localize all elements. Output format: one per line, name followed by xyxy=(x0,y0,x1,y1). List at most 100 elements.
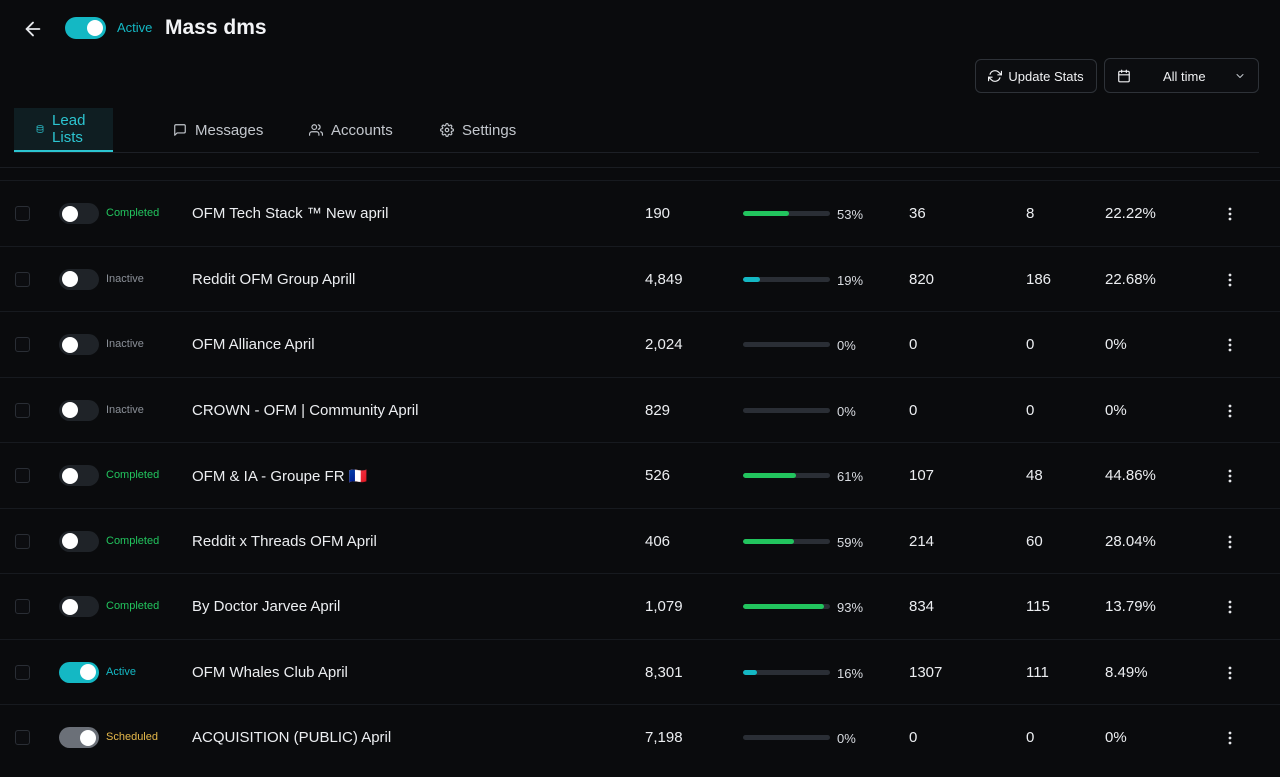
tab-messages[interactable]: Messages xyxy=(173,108,263,152)
row-checkbox[interactable] xyxy=(15,730,30,745)
refresh-icon xyxy=(988,70,1003,82)
row-leads-count: 8,301 xyxy=(645,663,683,681)
campaign-active-toggle[interactable] xyxy=(65,17,106,39)
row-status-toggle[interactable] xyxy=(59,596,99,617)
row-status-toggle[interactable] xyxy=(59,727,99,748)
row-sent-count: 0 xyxy=(909,336,918,353)
toggle-knob xyxy=(62,402,78,418)
row-sent-count: 820 xyxy=(909,270,935,288)
date-range-select[interactable]: All time xyxy=(1104,58,1259,93)
row-progress-label: 0% xyxy=(837,338,856,353)
table-row[interactable]: Scheduled ACQUISITION (PUBLIC) April 7,198… xyxy=(0,704,1280,770)
row-more-button[interactable] xyxy=(1220,465,1240,487)
row-progress-label: 53% xyxy=(837,207,864,222)
row-more-button[interactable] xyxy=(1220,203,1240,225)
row-replies-count: 0 xyxy=(1026,401,1035,419)
row-checkbox[interactable] xyxy=(15,599,30,614)
row-progress-label: 59% xyxy=(837,534,864,550)
row-progress-bar xyxy=(743,342,830,347)
tabs-divider xyxy=(14,152,1259,153)
tab-lead-lists[interactable]: Lead Lists xyxy=(14,108,114,152)
progress-fill xyxy=(743,669,757,675)
row-list-name: OFM & IA - Groupe FR 🇫🇷 xyxy=(192,468,368,485)
tab-label: Settings xyxy=(462,121,517,139)
row-status-toggle[interactable] xyxy=(59,334,99,355)
row-leads-count: 526 xyxy=(645,467,671,484)
row-status-toggle[interactable] xyxy=(59,399,99,421)
toggle-knob xyxy=(62,533,78,549)
row-more-button[interactable] xyxy=(1220,400,1240,422)
row-checkbox[interactable] xyxy=(15,468,30,483)
row-replies-count: 8 xyxy=(1026,205,1035,222)
row-checkbox[interactable] xyxy=(15,271,30,287)
table-row[interactable]: Completed OFM Tech Stack ™ New april 190 53… xyxy=(0,180,1280,246)
update-stats-button[interactable]: Update Stats xyxy=(975,59,1097,93)
more-vertical-icon xyxy=(1228,404,1232,417)
tab-label: Accounts xyxy=(331,121,393,139)
row-checkbox[interactable] xyxy=(15,533,30,549)
row-more-button[interactable] xyxy=(1220,596,1240,618)
row-status-label: Inactive xyxy=(106,403,144,416)
row-status-toggle[interactable] xyxy=(59,530,99,552)
row-status-toggle[interactable] xyxy=(59,268,99,290)
row-replies-count: 0 xyxy=(1026,336,1035,353)
row-progress-label: 0% xyxy=(837,403,856,419)
more-vertical-icon xyxy=(1228,469,1232,483)
table-row[interactable]: Inactive CROWN - OFM | Community April 829… xyxy=(0,376,1280,443)
toggle-knob xyxy=(62,467,78,484)
row-status-toggle[interactable] xyxy=(59,465,99,486)
progress-fill xyxy=(743,473,797,478)
row-more-button[interactable] xyxy=(1220,531,1240,553)
row-leads-count: 2,024 xyxy=(645,336,683,353)
update-stats-label: Update Stats xyxy=(1008,68,1084,84)
row-status-label: Inactive xyxy=(106,272,144,285)
row-status-toggle[interactable] xyxy=(59,203,99,224)
row-sent-count: 1307 xyxy=(909,663,943,681)
row-reply-rate: 0% xyxy=(1105,729,1127,746)
row-reply-rate: 0% xyxy=(1105,336,1127,353)
campaign-status-label: Active xyxy=(117,20,153,35)
row-list-name: Reddit OFM Group Aprill xyxy=(192,270,356,288)
message-icon xyxy=(174,124,186,136)
row-status-label: Scheduled xyxy=(106,731,158,743)
row-checkbox[interactable] xyxy=(15,402,30,418)
back-button[interactable] xyxy=(22,18,44,40)
row-more-button[interactable] xyxy=(1220,269,1240,291)
row-sent-count: 0 xyxy=(909,401,918,419)
table-row[interactable]: Inactive OFM Alliance April 2,024 0% 0 0 0% xyxy=(0,311,1280,377)
row-checkbox[interactable] xyxy=(15,337,30,352)
calendar-icon xyxy=(1118,69,1130,83)
row-leads-count: 7,198 xyxy=(645,729,683,746)
toggle-knob xyxy=(62,205,78,222)
tab-label: Lead Lists xyxy=(52,112,86,146)
row-progress-bar xyxy=(743,407,830,413)
row-reply-rate: 22.68% xyxy=(1105,270,1156,288)
table-row[interactable]: Active OFM Whales Club April 8,301 16% 1307 1… xyxy=(0,638,1280,705)
tab-settings[interactable]: Settings xyxy=(440,108,516,152)
table-row[interactable]: Completed OFM & IA - Groupe FR 🇫🇷 526 61% 10… xyxy=(0,442,1280,508)
row-list-name: OFM Alliance April xyxy=(192,336,315,353)
table-row[interactable]: Inactive Reddit OFM Group Aprill 4,849 19% 8… xyxy=(0,245,1280,312)
row-leads-count: 829 xyxy=(645,401,671,419)
toggle-knob xyxy=(62,336,78,353)
row-checkbox[interactable] xyxy=(15,206,30,221)
more-vertical-icon xyxy=(1228,666,1232,679)
row-more-button[interactable] xyxy=(1220,334,1240,356)
row-sent-count: 834 xyxy=(909,598,935,615)
row-more-button[interactable] xyxy=(1220,727,1240,749)
more-vertical-icon xyxy=(1228,731,1232,745)
row-leads-count: 406 xyxy=(645,532,671,550)
row-progress-label: 16% xyxy=(837,665,864,681)
date-range-value: All time xyxy=(1163,69,1206,84)
table-row[interactable]: Completed By Doctor Jarvee April 1,079 93% 8… xyxy=(0,573,1280,639)
row-reply-rate: 0% xyxy=(1105,401,1127,419)
table-row[interactable]: Completed Reddit x Threads OFM April 406 59… xyxy=(0,507,1280,574)
row-status-toggle[interactable] xyxy=(59,661,99,683)
row-replies-count: 48 xyxy=(1026,467,1043,484)
tab-accounts[interactable]: Accounts xyxy=(309,108,393,152)
progress-fill xyxy=(743,276,760,282)
row-more-button[interactable] xyxy=(1220,662,1240,684)
row-checkbox[interactable] xyxy=(15,664,30,680)
gear-icon xyxy=(440,123,454,137)
row-list-name: By Doctor Jarvee April xyxy=(192,598,341,615)
